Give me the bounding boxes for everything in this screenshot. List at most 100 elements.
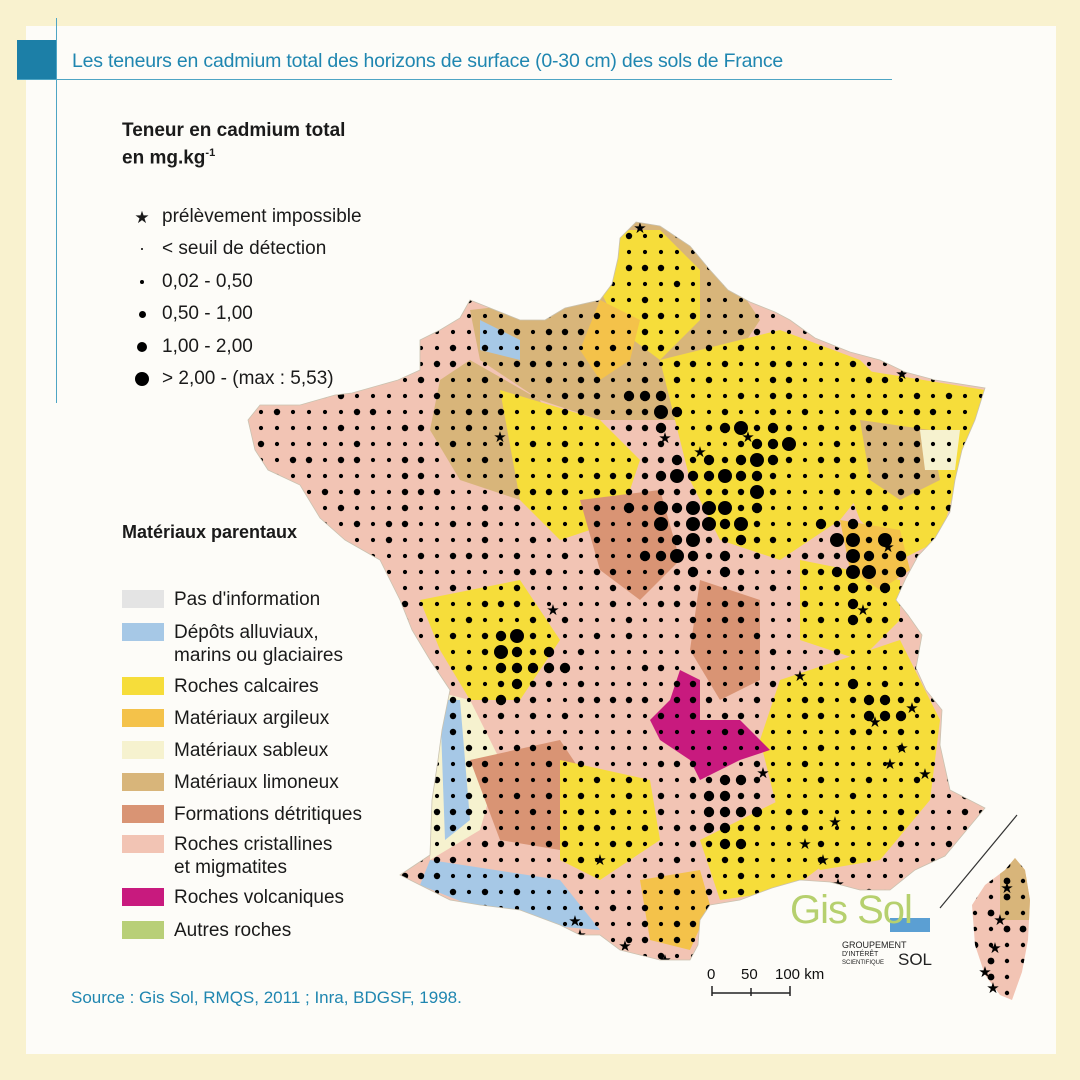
sample-dot [641,424,649,432]
sample-dot [737,392,745,400]
sample-dot [530,329,536,335]
sample-dot [674,729,680,735]
sample-dot [658,857,664,863]
sample-dot [385,584,393,592]
sample-dot [529,488,537,496]
sample-dot [946,473,952,479]
sample-dot [690,857,696,863]
sample-dot [594,265,600,271]
sample-dot [1004,942,1010,948]
sample-dot [562,649,568,655]
sample-dot [689,696,697,704]
sample-dot [626,873,632,879]
sample-dot [417,472,425,480]
sample-dot [1004,990,1010,996]
sample-dot [978,233,984,239]
sample-dot [978,697,984,703]
sample-dot [882,441,888,447]
sample-dot [433,264,441,272]
sample-dot [626,889,632,895]
sample-dot [818,377,824,383]
sample-dot [946,697,952,703]
sample-dot [562,345,568,351]
sample-dot [946,537,952,543]
sample-dot [594,937,600,943]
sample-dot [866,313,872,319]
sample-dot [866,249,872,255]
sample-dot [737,440,745,448]
sample-dot [434,745,440,751]
legend-item-clay: Matériaux argileux [122,707,329,730]
material-region [480,320,520,360]
sample-dot [657,456,665,464]
sample-dot [882,489,888,495]
sample-dot [866,222,872,223]
sample-dot [866,681,872,687]
sample-dot [466,313,472,319]
sample-dot [578,489,584,495]
sample-dot [881,280,889,288]
sample-dot [578,537,584,543]
sample-dot [611,970,615,974]
sample-dot [353,600,361,608]
sample-dot [833,488,841,496]
sample-dot [834,233,840,239]
sample-dot [257,344,265,352]
sample-dot [738,233,744,239]
sample-dot [850,377,856,383]
sample-dot [930,745,936,751]
sample-dot [466,873,472,879]
sample-dot [786,265,792,271]
sample-dot [338,953,344,959]
sample-dot [737,568,745,576]
sample-dot [977,744,985,752]
sample-dot [735,470,747,482]
sample-dot [655,422,667,434]
sample-dot [642,617,648,623]
sample-dot [450,569,456,575]
sample-dot [450,473,456,479]
sample-dot [705,696,713,704]
sample-dot [703,790,715,802]
sample-dot [433,360,441,368]
sample-dot [706,585,712,591]
sample-dot [703,454,715,466]
sample-dot [802,521,808,527]
sample-dot [721,456,729,464]
sample-dot [529,696,537,704]
sample-dot [498,281,504,287]
sample-dot [386,281,392,287]
sample-dot [817,616,825,624]
sample-dot [370,393,376,399]
sample-dot [401,424,409,432]
sample-dot [513,360,521,368]
sample-dot [674,617,680,623]
sample-dot [642,809,648,815]
sample-dot [770,222,776,223]
sample-dot [610,617,616,623]
sample-dot [655,470,667,482]
sample-dot [449,222,457,224]
sample-dot [481,504,489,512]
sample-dot [338,729,344,735]
sample-dot [450,905,456,911]
sample-dot [546,953,552,959]
sample-dot [802,633,808,639]
sample-dot [962,553,968,559]
sample-dot [626,281,632,287]
sample-dot [769,488,777,496]
sample-dot [418,617,424,623]
sample-dot [706,617,712,623]
sample-dot [865,520,873,528]
sample-dot [386,425,392,431]
sample-dot [641,664,649,672]
sample-dot [594,761,600,767]
sample-dot [786,873,792,879]
sample-dot [735,806,747,818]
material-region [440,700,470,840]
sample-dot [401,488,409,496]
corsica: ★★★★★ [972,858,1030,1000]
sample-dot [450,841,456,847]
sample-dot [418,297,424,303]
sample-dot [834,713,840,719]
